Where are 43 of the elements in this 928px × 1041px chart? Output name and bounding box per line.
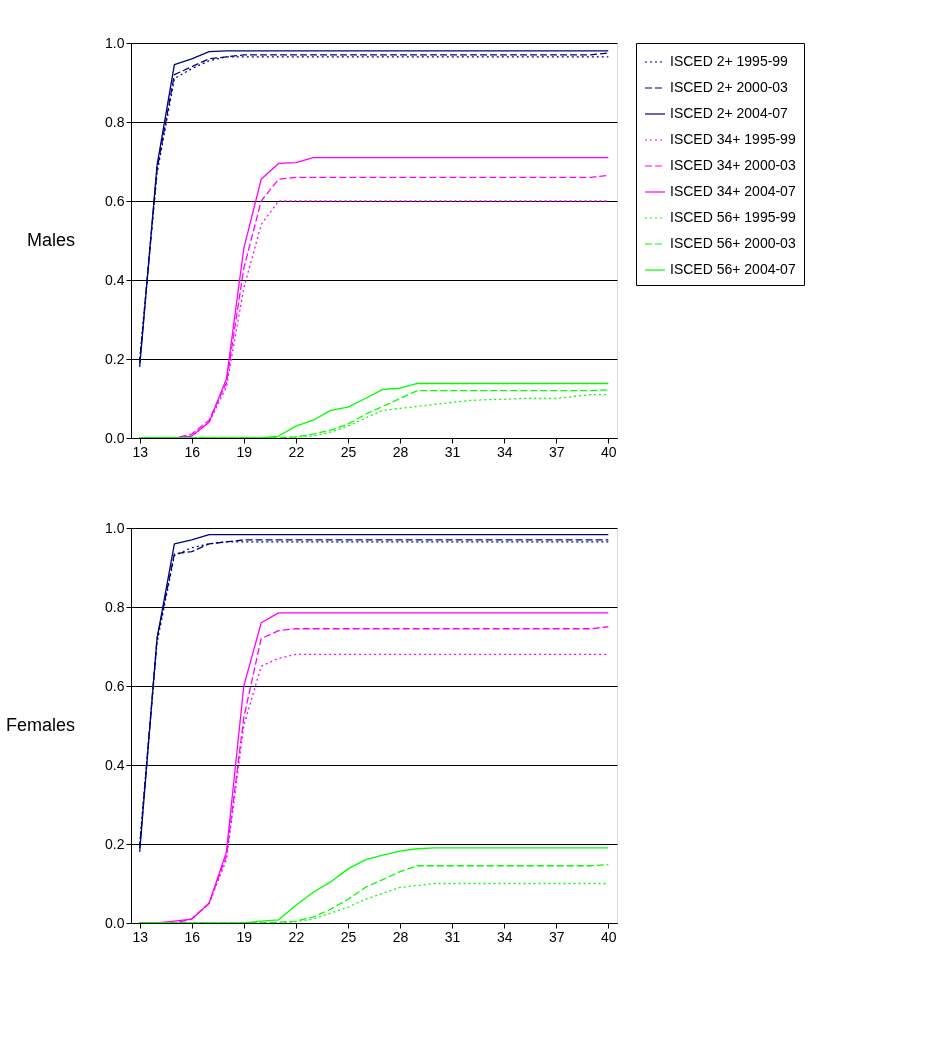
x-tick-label: 25 <box>340 443 357 460</box>
y-tick-label: 0.6 <box>105 192 125 209</box>
y-tick-label: 0.2 <box>105 835 125 852</box>
x-tick-label: 37 <box>548 928 565 945</box>
x-tick-label: 22 <box>288 443 305 460</box>
y-tick-label: 0.6 <box>105 677 125 694</box>
x-tick-label: 19 <box>236 928 253 945</box>
legend-label: ISCED 34+ 2000-03 <box>670 157 796 173</box>
x-tick-label: 28 <box>392 928 409 945</box>
y-tick-label: 0.0 <box>105 429 125 446</box>
legend-label: ISCED 56+ 2004-07 <box>670 261 796 277</box>
x-tick-label: 31 <box>444 928 461 945</box>
x-tick-label: 31 <box>444 443 461 460</box>
x-tick-label: 13 <box>132 443 149 460</box>
y-tick-label: 0.4 <box>105 756 125 773</box>
y-axis-title: Females <box>6 715 76 735</box>
x-tick-label: 13 <box>132 928 149 945</box>
x-tick-label: 28 <box>392 443 409 460</box>
x-tick-label: 16 <box>184 928 201 945</box>
legend-label: ISCED 34+ 1995-99 <box>670 131 796 147</box>
y-tick-label: 0.8 <box>105 113 125 130</box>
x-tick-label: 19 <box>236 443 253 460</box>
x-tick-label: 16 <box>184 443 201 460</box>
legend-label: ISCED 2+ 2000-03 <box>670 79 789 95</box>
y-tick-label: 1.0 <box>105 519 125 536</box>
x-tick-label: 37 <box>548 443 565 460</box>
x-tick-label: 40 <box>601 443 617 460</box>
y-tick-label: 1.0 <box>105 34 125 51</box>
legend-label: ISCED 2+ 2004-07 <box>670 105 789 121</box>
y-tick-label: 0.2 <box>105 350 125 367</box>
x-tick-label: 34 <box>496 928 513 945</box>
x-tick-label: 34 <box>496 443 513 460</box>
y-axis-title: Males <box>27 230 76 250</box>
legend-label: ISCED 56+ 1995-99 <box>670 209 796 225</box>
legend-label: ISCED 34+ 2004-07 <box>670 183 796 199</box>
y-tick-label: 0.4 <box>105 271 125 288</box>
x-tick-label: 40 <box>601 928 617 945</box>
y-tick-label: 0.8 <box>105 598 125 615</box>
x-tick-label: 25 <box>340 928 357 945</box>
legend-label: ISCED 56+ 2000-03 <box>670 235 796 251</box>
legend-label: ISCED 2+ 1995-99 <box>670 53 789 69</box>
x-tick-label: 22 <box>288 928 305 945</box>
y-tick-label: 0.0 <box>105 914 125 931</box>
